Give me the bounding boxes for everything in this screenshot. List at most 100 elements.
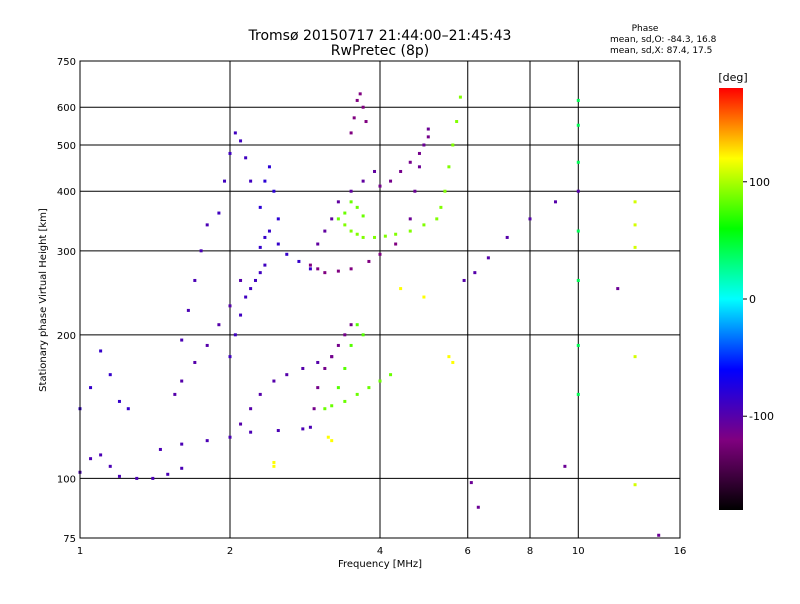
data-point <box>349 267 353 271</box>
x-tick-label: 6 <box>465 546 471 557</box>
x-tick-labels: 1 2 4 6 8 10 16 <box>77 546 687 557</box>
data-point <box>180 442 184 446</box>
data-point <box>576 123 580 127</box>
data-point <box>151 476 155 480</box>
data-point <box>239 139 243 143</box>
data-point <box>276 217 280 221</box>
data-point <box>217 323 221 327</box>
x-tick-label: 2 <box>227 546 233 557</box>
data-point <box>323 407 327 411</box>
data-point <box>462 278 466 282</box>
data-point <box>633 355 637 359</box>
data-point <box>228 355 232 359</box>
y-tick-label: 750 <box>57 57 76 68</box>
data-point <box>355 98 359 102</box>
data-point <box>258 245 262 249</box>
data-point <box>326 435 330 439</box>
data-point <box>361 105 365 109</box>
data-point <box>272 460 276 464</box>
data-point <box>223 179 227 183</box>
y-tick-label: 200 <box>57 331 76 342</box>
chart-subtitle: RwPretec (8p) <box>331 43 429 59</box>
data-point <box>316 386 320 390</box>
data-point <box>312 407 316 411</box>
data-point <box>217 211 221 215</box>
data-point <box>426 135 430 139</box>
data-point <box>244 295 248 299</box>
data-point <box>476 505 480 509</box>
x-tick-label: 10 <box>572 546 585 557</box>
data-point <box>330 404 334 408</box>
data-point <box>408 160 412 164</box>
data-point <box>378 184 382 188</box>
x-tick-label: 8 <box>527 546 533 557</box>
data-point <box>330 355 334 359</box>
y-axis-label: Stationary phase Virtual Height [km] <box>38 208 49 392</box>
data-point <box>394 242 398 246</box>
data-point <box>330 439 334 443</box>
data-point <box>426 127 430 131</box>
data-point <box>417 151 421 155</box>
data-point <box>352 116 356 120</box>
data-point <box>180 338 184 342</box>
data-point <box>285 252 289 256</box>
data-point <box>563 464 567 468</box>
data-point <box>276 242 280 246</box>
data-point <box>355 392 359 396</box>
data-point <box>285 373 289 377</box>
data-point <box>399 287 403 291</box>
data-point <box>553 200 557 204</box>
data-point <box>451 360 455 364</box>
chart-title: Tromsø 20150717 21:44:00–21:45:43 <box>248 28 512 44</box>
data-point <box>473 271 477 275</box>
data-point <box>343 223 347 227</box>
data-point <box>355 205 359 209</box>
data-point <box>263 235 267 239</box>
data-point <box>408 217 412 221</box>
data-point <box>301 427 305 431</box>
data-point <box>349 189 353 193</box>
data-point <box>422 295 426 299</box>
data-point <box>330 217 334 221</box>
data-point <box>228 151 232 155</box>
x-tick-label: 1 <box>77 546 83 557</box>
data-point <box>455 120 459 124</box>
data-point <box>336 343 340 347</box>
data-point <box>258 271 262 275</box>
data-point <box>89 386 93 390</box>
data-point <box>267 165 271 169</box>
data-point <box>323 366 327 370</box>
data-point <box>199 249 203 253</box>
data-point <box>244 156 248 160</box>
data-point <box>633 200 637 204</box>
data-point <box>576 343 580 347</box>
data-point <box>258 392 262 396</box>
stats-heading: Phase <box>632 24 659 34</box>
data-point <box>193 278 197 282</box>
data-point <box>99 349 103 353</box>
data-point <box>308 263 312 267</box>
data-point <box>263 179 267 183</box>
data-point <box>469 481 473 485</box>
data-point <box>422 223 426 227</box>
data-point <box>117 474 121 478</box>
data-point <box>272 379 276 383</box>
data-point <box>378 379 382 383</box>
data-point <box>435 217 439 221</box>
data-point <box>272 189 276 193</box>
data-point <box>358 92 362 96</box>
y-tick-label: 400 <box>57 187 76 198</box>
colorbar-label: [deg] <box>718 71 747 84</box>
y-tick-label: 75 <box>63 534 76 545</box>
data-point <box>205 439 209 443</box>
data-point <box>228 304 232 308</box>
data-point <box>349 229 353 233</box>
data-point <box>361 179 365 183</box>
colorbar <box>719 88 743 510</box>
data-point <box>205 343 209 347</box>
data-point <box>316 267 320 271</box>
data-point <box>233 333 237 337</box>
data-point <box>443 189 447 193</box>
data-point <box>323 271 327 275</box>
data-point <box>263 263 267 267</box>
